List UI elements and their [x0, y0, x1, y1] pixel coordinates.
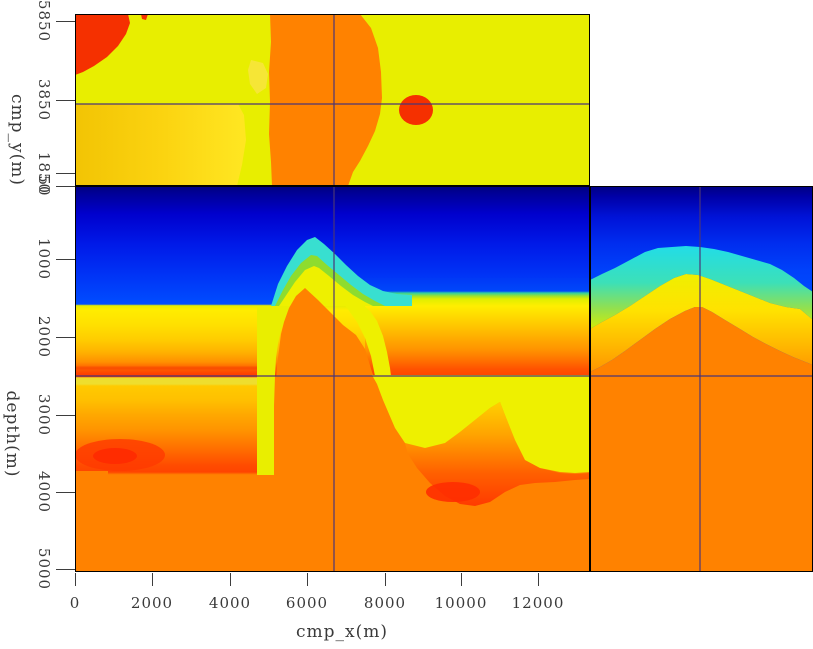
- dome-yellow-apron: [329, 286, 391, 376]
- x-axis-tick: [537, 573, 539, 586]
- x-axis-tick: [384, 573, 386, 586]
- salt-dome-core: [274, 288, 424, 475]
- y-axis-tick-label: 5850: [35, 0, 53, 43]
- side-section-panel[interactable]: [590, 186, 813, 572]
- orange-body: [590, 307, 813, 572]
- y-axis-tick: [56, 258, 75, 260]
- depth-section-panel[interactable]: [75, 186, 590, 572]
- x-axis-tick-label: 0: [69, 594, 81, 612]
- gold-region: [75, 104, 246, 186]
- x-axis-tick: [460, 573, 462, 586]
- y-axis-tick-label: 4000: [35, 470, 53, 514]
- lime-moat: [257, 306, 293, 475]
- right-strata: [365, 278, 590, 376]
- x-axis-tick-label: 10000: [434, 594, 488, 612]
- y-axis-tick: [56, 185, 75, 187]
- y-axis-tick-label: 5000: [35, 547, 53, 591]
- y-axis-tick-label: 3000: [35, 393, 53, 437]
- depth-axis-title: depth(m): [2, 390, 22, 478]
- x-axis-tick-label: 8000: [363, 594, 407, 612]
- y-axis-tick: [56, 172, 75, 174]
- x-axis-tick-label: 12000: [511, 594, 565, 612]
- orange-band: [269, 14, 382, 186]
- cmp-x-axis-title: cmp_x(m): [296, 622, 388, 642]
- x-axis-tick: [74, 573, 76, 586]
- y-axis-tick: [56, 20, 75, 22]
- y-axis-tick: [56, 336, 75, 338]
- cmp-y-axis-title: cmp_y(m): [7, 93, 27, 187]
- syncline-gradient: [405, 402, 590, 506]
- y-axis-tick-label: 50: [35, 175, 53, 197]
- x-axis-tick-label: 2000: [130, 594, 174, 612]
- red-anomaly-corner: [75, 14, 130, 75]
- red-anomaly-small: [141, 14, 148, 20]
- deep-red-anomaly-left-core: [93, 448, 137, 464]
- cyan-green-arch: [590, 246, 813, 329]
- y-axis-tick-label: 2000: [35, 315, 53, 359]
- x-axis-tick: [229, 573, 231, 586]
- yellow-patch: [248, 60, 268, 94]
- y-axis-tick: [56, 568, 75, 570]
- x-axis-tick-label: 6000: [285, 594, 329, 612]
- yellow-gold-arch: [590, 274, 813, 372]
- y-axis-tick: [56, 99, 75, 101]
- y-axis-tick-label: 3850: [35, 78, 53, 122]
- x-axis-tick-label: 4000: [208, 594, 252, 612]
- map-view-panel[interactable]: [75, 14, 590, 186]
- x-axis-tick: [151, 573, 153, 586]
- y-axis-tick: [56, 414, 75, 416]
- y-axis-tick: [56, 491, 75, 493]
- panel-border: [75, 186, 590, 572]
- panel-border: [75, 14, 590, 186]
- red-anomaly-spot: [399, 95, 433, 125]
- syncline-yellow-fill: [372, 375, 590, 473]
- y-axis-tick-label: 1000: [35, 237, 53, 281]
- x-axis-tick: [306, 573, 308, 586]
- deep-red-anomaly-right: [426, 482, 480, 502]
